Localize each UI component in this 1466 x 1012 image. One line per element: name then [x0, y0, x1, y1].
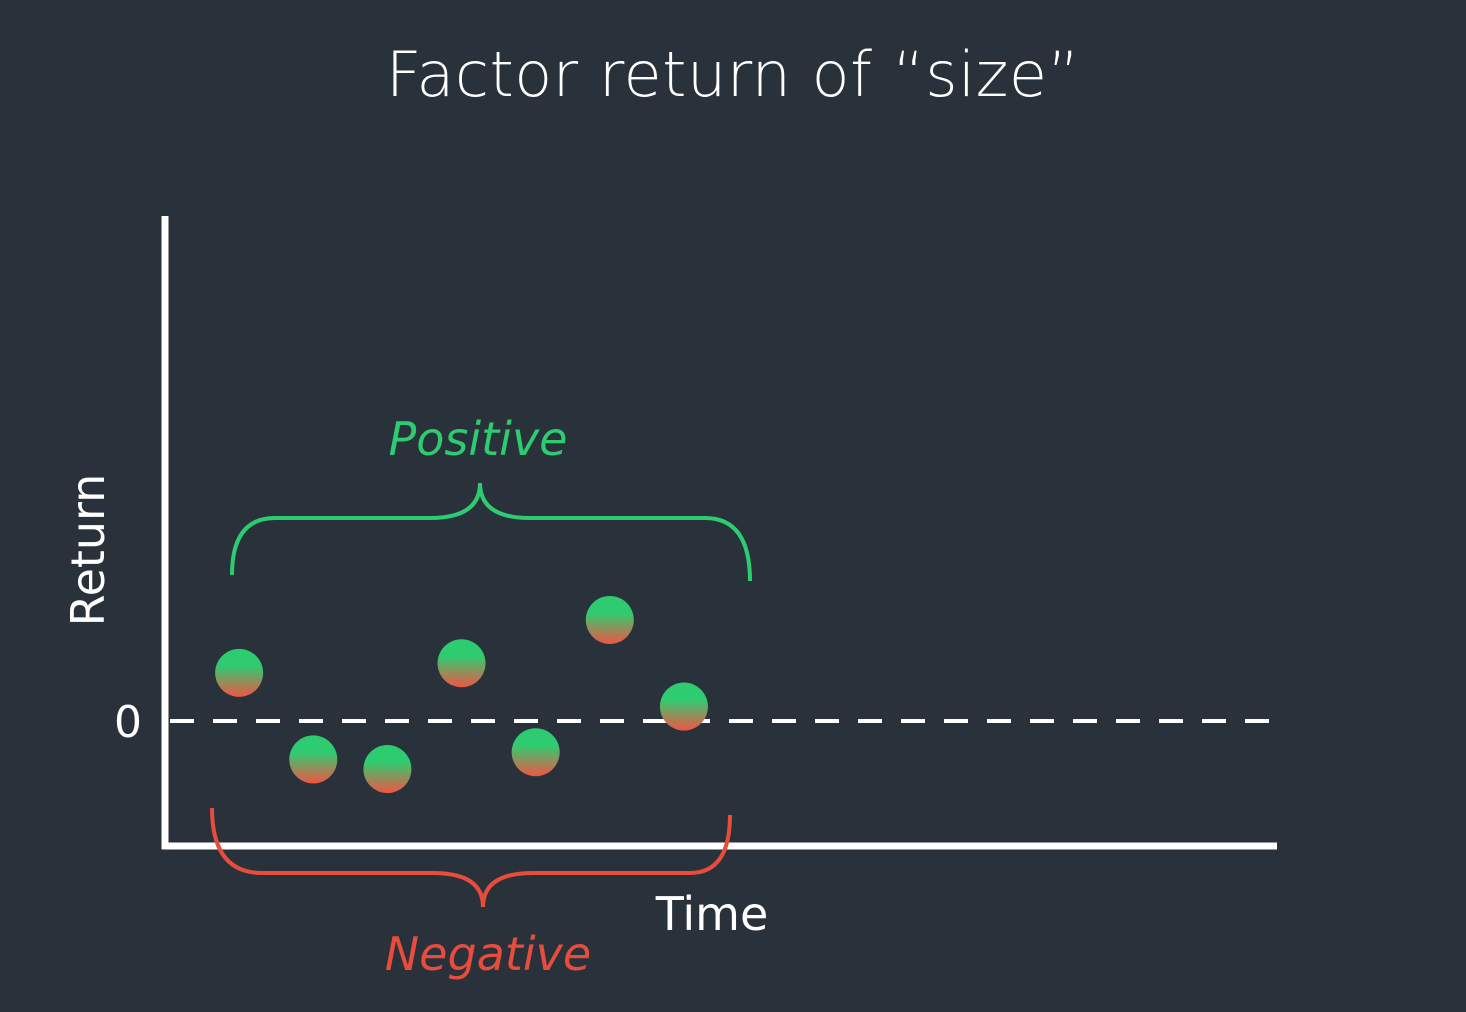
y-tick-label-zero: 0	[114, 697, 142, 748]
positive-bracket	[230, 482, 752, 582]
negative-bracket	[210, 807, 732, 908]
data-point	[659, 682, 708, 731]
data-points	[215, 595, 708, 794]
x-axis-label: Time	[655, 887, 769, 941]
y-axis-label: Return	[61, 474, 115, 627]
data-point	[289, 735, 338, 784]
data-point	[585, 595, 634, 644]
chart-title: Factor return of “size”	[385, 38, 1081, 111]
data-point	[363, 745, 412, 794]
data-point	[437, 639, 486, 688]
positive-label: Positive	[389, 412, 568, 466]
data-point	[511, 728, 560, 777]
negative-label: Negative	[385, 927, 591, 981]
data-point	[215, 648, 264, 697]
